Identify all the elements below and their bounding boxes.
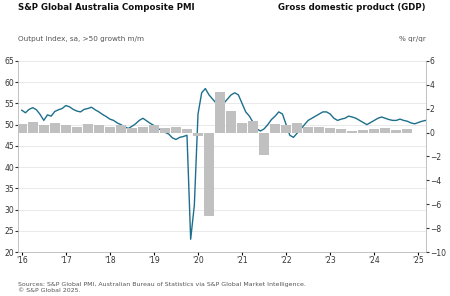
Text: Sources: S&P Global PMI, Australian Bureau of Statistics via S&P Global Market I: Sources: S&P Global PMI, Australian Bure… — [18, 282, 306, 293]
Bar — [226, 111, 236, 133]
Bar — [204, 133, 214, 216]
Bar — [17, 124, 27, 133]
Bar — [369, 129, 379, 133]
Bar — [325, 128, 335, 133]
Bar — [270, 124, 280, 133]
Bar — [336, 129, 346, 133]
Bar — [402, 129, 413, 133]
Text: % qr/qr: % qr/qr — [399, 36, 426, 41]
Bar — [116, 126, 126, 133]
Bar — [182, 129, 192, 133]
Bar — [358, 130, 369, 133]
Bar — [94, 126, 104, 133]
Bar — [138, 127, 148, 133]
Text: Gross domestic product (GDP): Gross domestic product (GDP) — [278, 3, 426, 12]
Bar — [380, 128, 391, 133]
Bar — [292, 123, 302, 133]
Bar — [248, 121, 258, 133]
Bar — [171, 127, 181, 133]
Bar — [61, 126, 71, 133]
Bar — [72, 127, 82, 133]
Bar — [193, 133, 203, 136]
Bar — [259, 133, 269, 155]
Bar — [27, 122, 38, 133]
Bar — [237, 123, 247, 133]
Bar — [347, 131, 357, 133]
Bar — [39, 126, 49, 133]
Bar — [127, 128, 137, 133]
Bar — [303, 127, 313, 133]
Text: S&P Global Australia Composite PMI: S&P Global Australia Composite PMI — [18, 3, 195, 12]
Bar — [391, 130, 401, 133]
Bar — [215, 92, 225, 133]
Bar — [314, 127, 324, 133]
Bar — [105, 127, 115, 133]
Bar — [149, 126, 159, 133]
Bar — [281, 126, 291, 133]
Bar — [160, 128, 170, 133]
Bar — [50, 123, 60, 133]
Text: Output Index, sa, >50 growth m/m: Output Index, sa, >50 growth m/m — [18, 36, 144, 41]
Bar — [83, 124, 93, 133]
